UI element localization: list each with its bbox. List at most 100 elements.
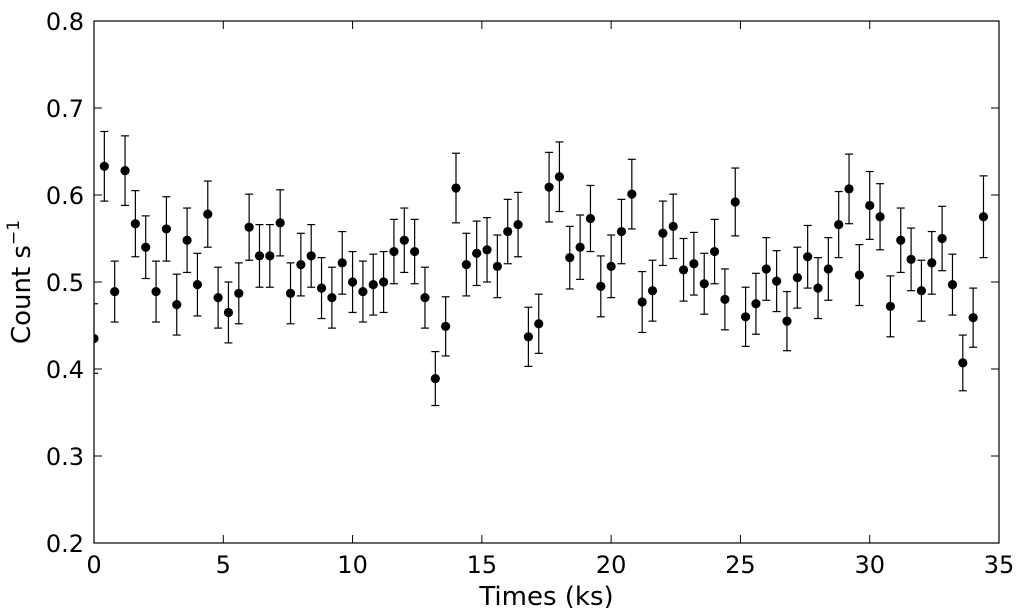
data-point — [813, 283, 823, 293]
data-point — [916, 286, 927, 296]
plot-frame — [93, 20, 1000, 544]
data-point — [637, 297, 647, 307]
data-point — [554, 172, 565, 182]
tick-layer: 0 5 10 15 20 25 30 35 0.2 0.3 0.4 0.5 0.6 0.7 0.8 — [46, 8, 1014, 579]
data-point — [182, 235, 192, 245]
series-points — [94, 130, 989, 407]
data-point — [503, 226, 513, 237]
data-point — [441, 321, 451, 331]
data-point — [161, 224, 171, 234]
y-axis-label: Count s−1 — [4, 220, 37, 344]
data-point — [647, 286, 658, 296]
x-tick-label: 15 — [467, 551, 498, 579]
data-point — [94, 333, 99, 344]
data-point — [585, 213, 596, 224]
x-tick-label: 30 — [854, 551, 885, 579]
data-point — [792, 273, 802, 283]
data-point — [596, 281, 606, 291]
data-point — [110, 286, 120, 297]
data-point — [854, 270, 864, 280]
y-tick-label: 0.3 — [46, 443, 84, 471]
data-point — [347, 277, 358, 287]
data-layer — [94, 130, 989, 407]
data-point — [192, 280, 203, 290]
data-point — [451, 183, 461, 193]
data-point — [875, 212, 885, 222]
data-point — [265, 251, 275, 261]
y-tick-label: 0.7 — [46, 95, 84, 123]
y-axis-label-main: Count s — [7, 245, 37, 344]
data-point — [885, 301, 896, 311]
data-point — [896, 235, 906, 245]
data-point — [627, 189, 637, 199]
data-point — [958, 358, 968, 368]
x-tick-label: 5 — [216, 551, 231, 579]
data-point — [534, 319, 544, 329]
data-point — [203, 209, 213, 219]
data-point — [285, 288, 296, 298]
data-point — [420, 293, 430, 303]
data-point — [968, 313, 978, 323]
data-point — [379, 277, 389, 287]
data-point — [389, 246, 399, 257]
data-point — [978, 212, 989, 222]
data-point — [513, 219, 523, 230]
data-point — [803, 252, 813, 262]
data-point — [668, 221, 678, 231]
data-point — [151, 286, 161, 297]
x-axis-label: Times (ks) — [478, 582, 613, 608]
data-point — [254, 251, 265, 261]
x-tick-label: 25 — [725, 551, 756, 579]
data-point — [658, 228, 668, 238]
x-tick-label: 35 — [984, 551, 1015, 579]
y-tick-label: 0.5 — [46, 269, 84, 297]
data-point — [699, 279, 709, 289]
x-tick-label: 20 — [596, 551, 627, 579]
data-point — [337, 258, 347, 268]
data-point — [865, 200, 875, 211]
data-point — [730, 197, 740, 207]
data-point — [678, 265, 689, 275]
data-point — [120, 166, 130, 176]
data-point — [141, 242, 151, 252]
data-point — [823, 264, 833, 274]
data-point — [575, 242, 585, 252]
data-point — [410, 246, 420, 257]
data-point — [275, 218, 285, 228]
y-tick-label: 0.4 — [46, 356, 84, 384]
data-point — [327, 293, 337, 303]
data-point — [368, 280, 378, 290]
data-point — [223, 307, 234, 318]
data-point — [172, 300, 182, 310]
data-point — [544, 182, 554, 192]
data-point — [906, 254, 916, 264]
data-point — [709, 246, 720, 257]
data-point — [234, 288, 244, 298]
data-point — [358, 286, 368, 297]
x-tick-label: 0 — [86, 551, 101, 579]
data-point — [399, 235, 409, 245]
y-axis-label-superscript: −1 — [4, 220, 24, 245]
data-point — [461, 260, 471, 270]
y-tick-label: 0.8 — [46, 8, 84, 36]
data-point — [244, 222, 254, 232]
data-point — [927, 258, 937, 268]
data-point — [316, 283, 327, 293]
data-point — [616, 226, 627, 237]
data-point — [761, 264, 771, 274]
data-point — [834, 219, 844, 230]
data-point — [782, 316, 792, 326]
data-point — [99, 161, 109, 171]
data-point — [306, 251, 316, 261]
data-point — [689, 259, 699, 269]
data-point — [772, 276, 782, 286]
data-point — [565, 253, 575, 263]
y-tick-label: 0.6 — [46, 182, 84, 210]
data-point — [472, 248, 482, 258]
data-point — [213, 293, 223, 303]
data-point — [130, 219, 140, 229]
data-point — [741, 312, 751, 322]
data-point — [720, 294, 730, 304]
data-point — [492, 261, 502, 271]
